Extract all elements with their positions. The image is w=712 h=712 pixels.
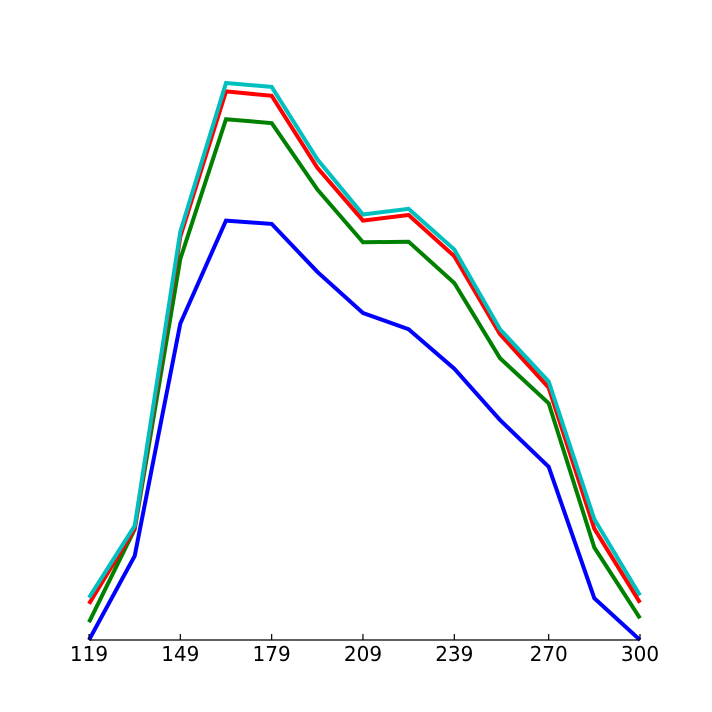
x-tick-label: 209	[344, 642, 382, 666]
x-tick-label: 119	[70, 642, 108, 666]
x-tick-label: 239	[435, 642, 473, 666]
series-layer	[89, 83, 640, 640]
x-tick-label: 270	[530, 642, 568, 666]
x-tick-label: 149	[161, 642, 199, 666]
x-tick-label: 179	[253, 642, 291, 666]
x-tick-label: 300	[621, 642, 659, 666]
x-tick-layer: 119 149 179 209 239 270 300	[70, 634, 659, 666]
series-line-4	[89, 83, 640, 598]
series-line-3	[89, 91, 640, 603]
